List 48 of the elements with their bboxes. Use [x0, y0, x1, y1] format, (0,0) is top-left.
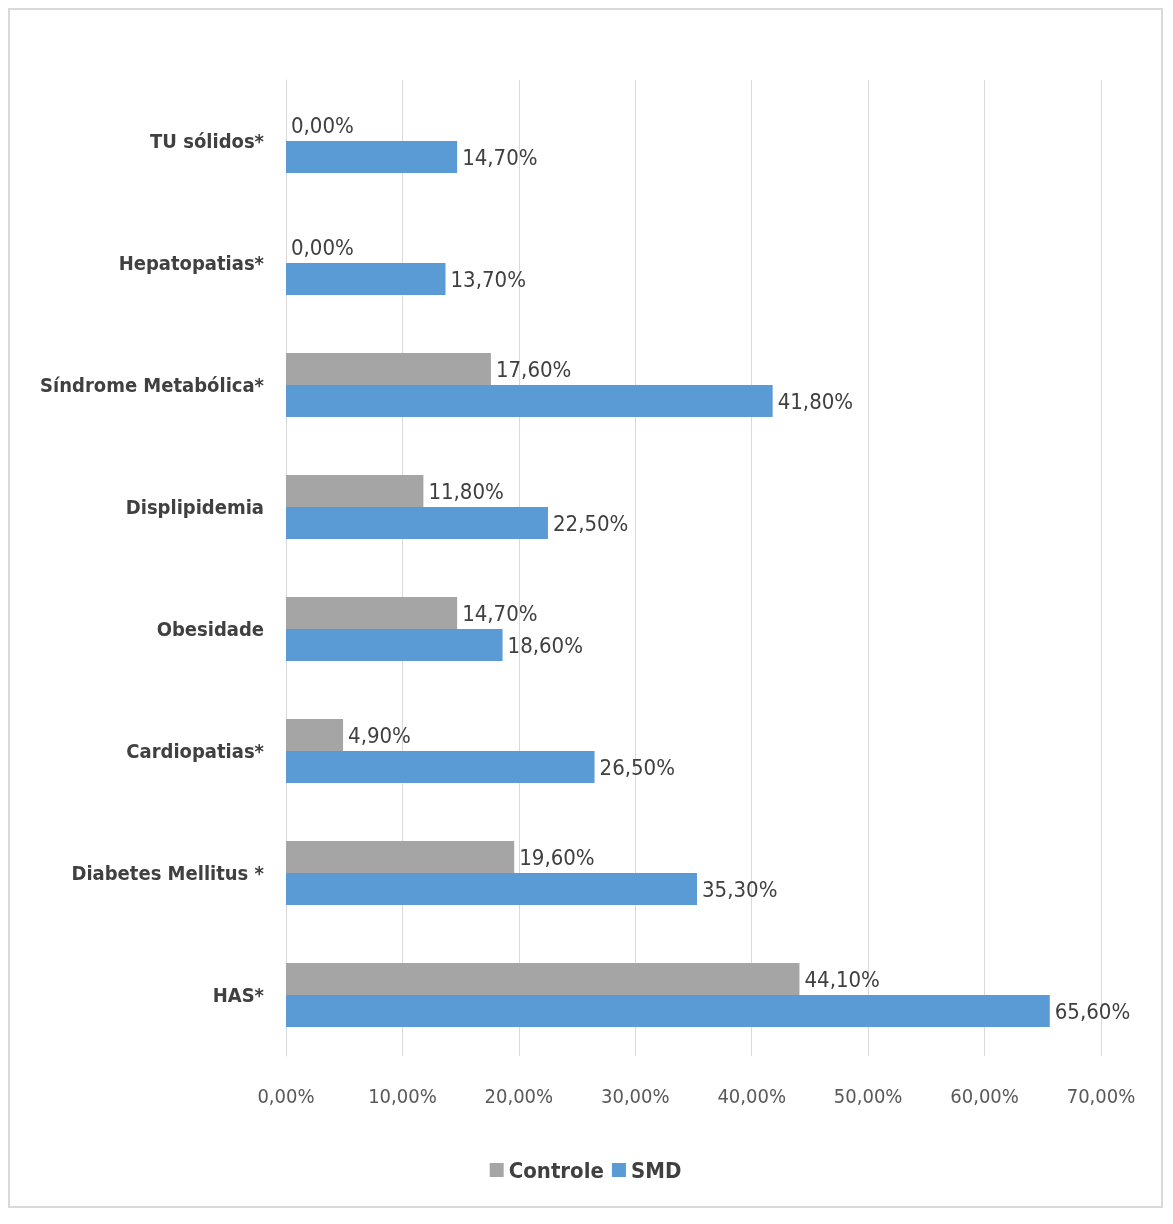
bar	[286, 995, 1050, 1027]
x-tick-label: 70,00%	[1066, 1084, 1136, 1108]
data-label: 35,30%	[701, 876, 778, 902]
data-label: 14,70%	[462, 600, 538, 626]
x-tick-label: 60,00%	[950, 1084, 1019, 1108]
data-label: 14,70%	[462, 144, 538, 170]
legend-label: Controle	[508, 1157, 604, 1183]
x-tick-label: 40,00%	[717, 1084, 787, 1108]
data-label: 44,10%	[804, 966, 880, 992]
y-tick-label: Obesidade	[156, 617, 264, 641]
x-tick-label: 30,00%	[600, 1084, 670, 1108]
x-tick-label: 10,00%	[368, 1084, 437, 1108]
bar	[286, 841, 515, 873]
y-tick-label: Síndrome Metabólica*	[40, 373, 265, 397]
data-label: 26,50%	[599, 754, 675, 780]
data-label: 13,70%	[450, 266, 526, 292]
y-tick-label: Diabetes Mellitus *	[71, 861, 265, 885]
data-label: 17,60%	[495, 356, 572, 382]
bar	[286, 719, 344, 751]
x-tick-label: 50,00%	[833, 1084, 903, 1108]
bar	[286, 475, 424, 507]
data-label: 18,60%	[507, 632, 584, 658]
bar	[286, 353, 491, 385]
y-tick-label: TU sólidos*	[150, 129, 265, 153]
bar	[286, 141, 458, 173]
data-label: 0,00%	[291, 234, 354, 260]
data-label: 41,80%	[777, 388, 854, 414]
bar	[286, 263, 446, 295]
bar	[286, 629, 503, 661]
data-label: 65,60%	[1054, 998, 1131, 1024]
data-label: 22,50%	[552, 510, 629, 536]
y-tick-label: HAS*	[212, 983, 265, 1007]
data-label: 11,80%	[428, 478, 504, 504]
legend-label: SMD	[630, 1157, 682, 1183]
y-tick-label: Hepatopatias*	[118, 251, 265, 275]
x-tick-label: 0,00%	[257, 1084, 315, 1108]
data-label: 4,90%	[348, 722, 411, 748]
bar	[286, 385, 773, 417]
bar	[286, 507, 548, 539]
data-label: 0,00%	[291, 112, 354, 138]
bar	[286, 597, 458, 629]
bar	[286, 963, 800, 995]
data-label: 19,60%	[519, 844, 595, 870]
bar	[286, 751, 595, 783]
x-tick-label: 20,00%	[484, 1084, 554, 1108]
bar	[286, 873, 697, 905]
y-tick-label: Cardiopatias*	[126, 739, 265, 763]
y-tick-label: Displipidemia	[125, 495, 264, 519]
